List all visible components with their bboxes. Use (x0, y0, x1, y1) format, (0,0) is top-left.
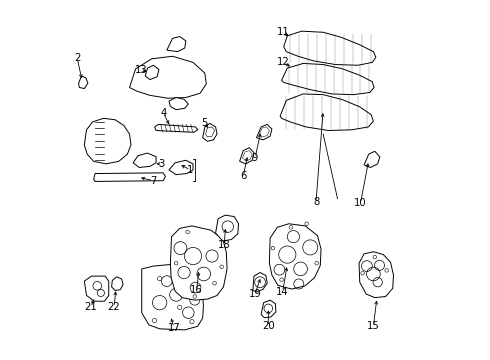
Polygon shape (84, 118, 131, 164)
Polygon shape (167, 37, 186, 51)
Circle shape (213, 282, 216, 285)
Text: 6: 6 (240, 171, 246, 181)
Polygon shape (282, 63, 374, 95)
Circle shape (271, 246, 275, 250)
Circle shape (186, 230, 190, 234)
Circle shape (196, 272, 200, 276)
Polygon shape (171, 226, 227, 300)
Text: 11: 11 (277, 27, 290, 37)
Circle shape (220, 265, 223, 269)
Text: 10: 10 (354, 198, 367, 208)
Polygon shape (142, 265, 203, 330)
Text: 20: 20 (262, 321, 274, 331)
Text: 14: 14 (276, 287, 289, 297)
Circle shape (157, 276, 162, 281)
Text: 16: 16 (190, 285, 203, 296)
Circle shape (315, 261, 318, 265)
Text: 15: 15 (367, 321, 380, 331)
Text: 12: 12 (277, 57, 290, 67)
Text: 7: 7 (150, 176, 157, 186)
Circle shape (152, 319, 157, 323)
Text: 5: 5 (202, 118, 208, 128)
Polygon shape (94, 173, 166, 181)
Polygon shape (146, 65, 159, 80)
Polygon shape (155, 125, 197, 132)
Circle shape (373, 255, 377, 259)
Text: 22: 22 (108, 302, 121, 312)
Text: 18: 18 (218, 240, 230, 250)
Text: 3: 3 (159, 159, 165, 169)
Polygon shape (284, 31, 376, 65)
Circle shape (289, 226, 293, 229)
Polygon shape (259, 127, 270, 137)
Text: 19: 19 (248, 289, 262, 299)
Polygon shape (203, 123, 217, 141)
Polygon shape (270, 224, 321, 289)
Text: 4: 4 (160, 108, 167, 118)
Circle shape (174, 261, 178, 265)
Polygon shape (261, 300, 276, 318)
Text: 17: 17 (168, 323, 180, 333)
Circle shape (193, 295, 196, 298)
Polygon shape (169, 160, 193, 175)
Circle shape (190, 319, 194, 324)
Polygon shape (84, 276, 109, 301)
Polygon shape (112, 277, 123, 291)
Polygon shape (256, 125, 272, 140)
Polygon shape (169, 98, 188, 110)
Polygon shape (243, 150, 252, 161)
Circle shape (385, 269, 389, 272)
Polygon shape (205, 127, 215, 137)
Polygon shape (253, 273, 267, 292)
Polygon shape (359, 252, 393, 298)
Circle shape (305, 222, 309, 226)
Text: 21: 21 (84, 302, 97, 312)
Text: 8: 8 (313, 197, 319, 207)
Polygon shape (78, 76, 88, 89)
Text: 13: 13 (135, 64, 147, 75)
Circle shape (280, 278, 283, 282)
Polygon shape (133, 153, 156, 167)
Circle shape (361, 271, 365, 275)
Text: 1: 1 (187, 165, 194, 175)
Polygon shape (240, 148, 254, 164)
Circle shape (177, 305, 182, 310)
Polygon shape (364, 151, 380, 167)
Text: 2: 2 (74, 53, 80, 63)
Text: 9: 9 (252, 153, 258, 163)
Polygon shape (280, 94, 373, 131)
Polygon shape (216, 215, 239, 241)
Polygon shape (129, 56, 206, 98)
